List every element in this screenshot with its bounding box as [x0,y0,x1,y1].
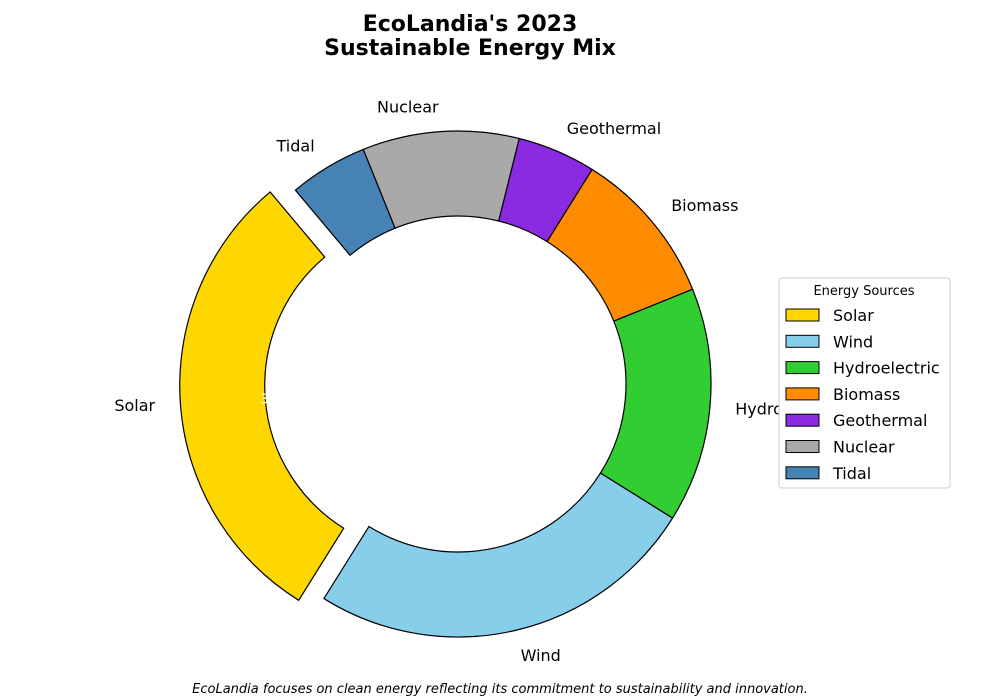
legend-label-wind: Wind [833,332,873,351]
legend-title: Energy Sources [813,284,914,299]
chart-title-line-1: EcoLandia's 2023 [363,12,578,37]
legend-label-solar: Solar [833,306,874,325]
slice-label-solar: Solar [114,396,155,415]
legend: Energy Sources Solar Wind Hydroelectric Bio… [778,277,951,489]
legend-label-hydroelectric: Hydroelectric [833,359,940,378]
slice-solar [179,191,345,602]
legend-swatch-solar [785,308,820,322]
slice-label-biomass: Biomass [671,196,738,215]
chart-caption: EcoLandia focuses on clean energy reflec… [192,682,808,697]
legend-label-biomass: Biomass [833,385,900,404]
slice-label-nuclear: Nuclear [377,97,439,116]
legend-frame [778,277,951,489]
slice-label-wind: Wind [521,646,561,665]
chart-title-line-2: Sustainable Energy Mix [324,36,616,61]
legend-swatch-hydroelectric [785,361,820,375]
legend-swatch-nuclear [785,440,820,453]
slice-label-tidal: Tidal [276,136,315,155]
slice-hydroelectric [599,288,712,519]
legend-label-nuclear: Nuclear [833,438,895,457]
legend-label-geothermal: Geothermal [833,411,927,430]
legend-swatch-tidal [785,466,820,480]
slice-label-geothermal: Geothermal [567,119,661,138]
legend-swatch-geothermal [785,413,820,427]
slice-wind [323,472,674,638]
legend-swatch-biomass [785,387,820,401]
legend-swatch-wind [785,334,820,348]
slice-tidal [294,148,396,257]
donut-slices [179,130,712,638]
percent-label-solar: 30. [260,393,281,408]
legend-items: Solar Wind Hydroelectric Biomass Geothermal N… [785,306,940,483]
legend-label-tidal: Tidal [832,464,871,483]
